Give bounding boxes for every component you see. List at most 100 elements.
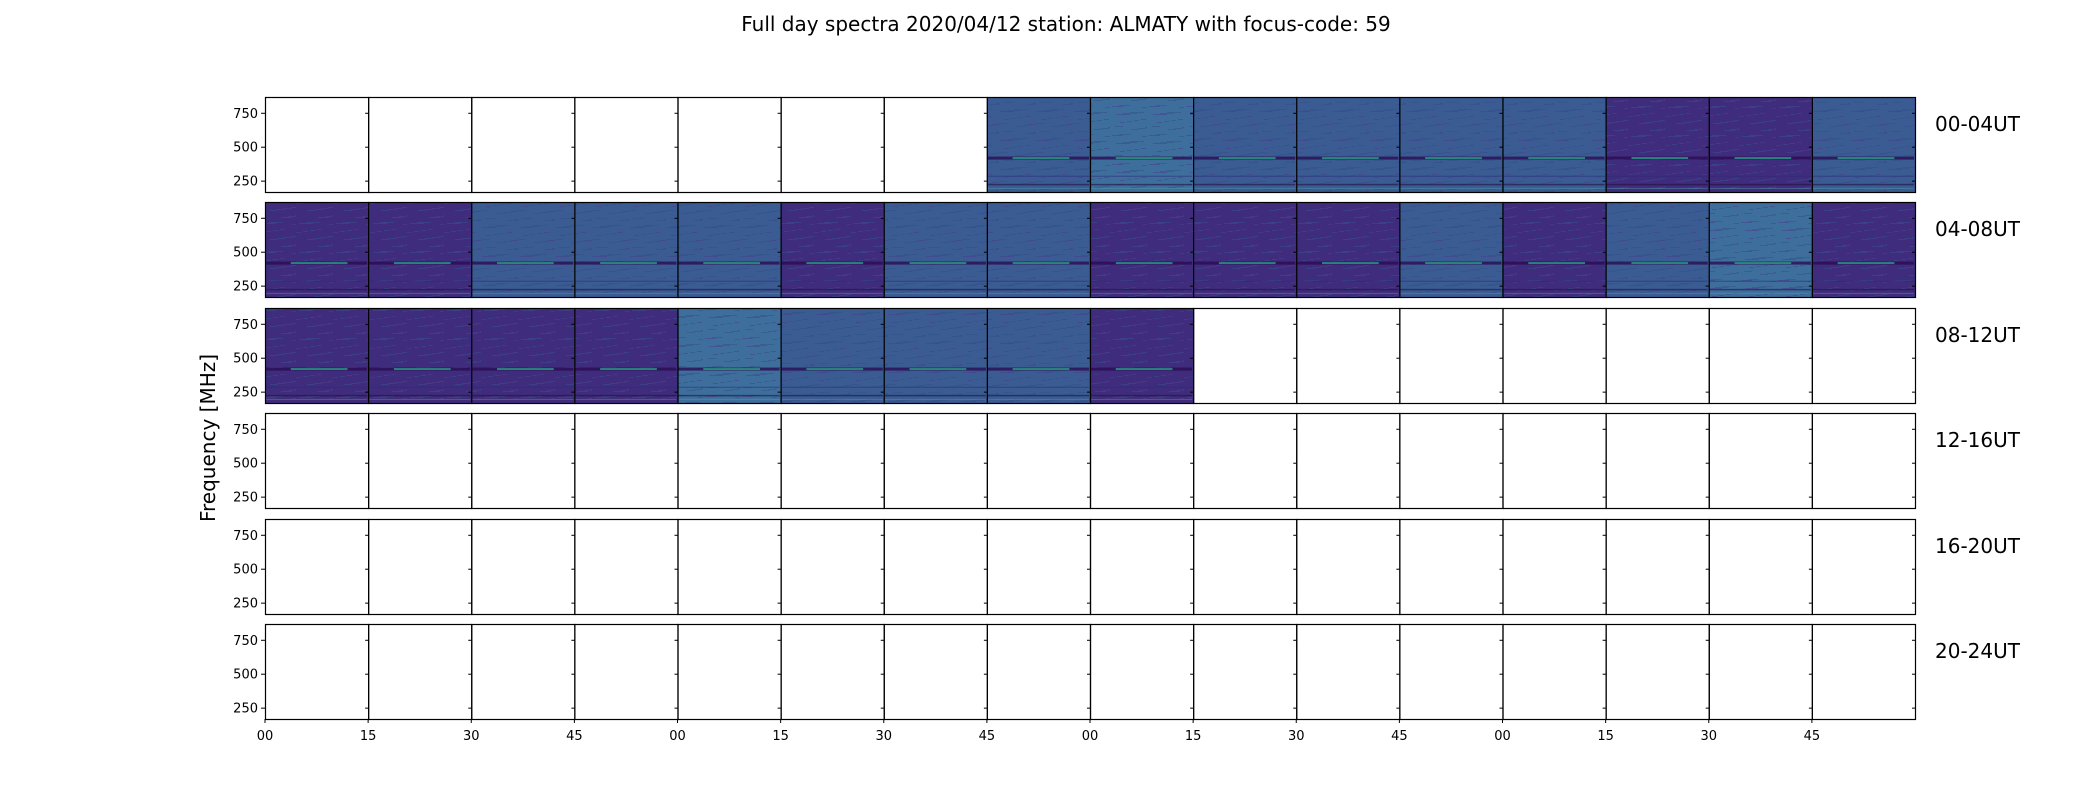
x-tick-label: 15 [1597,729,1614,744]
panel-frame [1502,412,1607,510]
spectrum-line [393,368,451,371]
y-tick-label: 500 [233,668,258,683]
spectrum-line [1503,288,1605,291]
row-label: 12-16UT [1935,428,2021,452]
chart-title: Full day spectra 2020/04/12 station: ALM… [741,12,1391,36]
spectrum-line [1400,292,1502,294]
panel-frame [574,96,679,194]
panel-frame [368,96,473,194]
spectrum-line [1734,157,1792,160]
panel-frame [1811,412,1917,510]
spectrum-line [806,368,864,371]
spectrum-line [1606,280,1708,282]
panel-frame [1811,623,1917,721]
spectrum-line [1503,292,1605,294]
panel-frame [677,623,782,721]
y-tick-label: 750 [233,212,258,227]
spectrum-fill [1399,202,1503,297]
spectrum-line [1709,183,1811,186]
x-tick-label: 30 [1700,729,1717,744]
y-tick-label: 250 [233,597,258,612]
x-tick-label: 45 [1391,729,1408,744]
spectrum-line [266,292,368,294]
spectrum-line [1734,262,1792,265]
spectrum-line [1709,288,1811,291]
spectrum-line [1012,157,1070,160]
spectrum-line [909,368,967,371]
spectrum-line [1194,280,1296,282]
spectrum-line [1709,292,1811,294]
spectrum-line [1631,262,1689,265]
panel-frame [1502,307,1607,405]
panel-frame [677,518,782,616]
spectrum-line [369,292,471,294]
spectrum-line [1012,262,1070,265]
spectrum-line [1322,262,1379,265]
panel-frame [1193,623,1298,721]
spectrum-fill [883,202,987,297]
spectrum-line [987,187,1089,189]
spectrum-line [472,280,574,282]
spectrum-fill [677,308,781,403]
row-label: 20-24UT [1935,639,2021,663]
spectrum-line [884,398,986,400]
spectrum-line [266,288,368,291]
y-tick-label: 500 [233,352,258,367]
spectrum-line [1091,386,1193,388]
spectrum-line [1606,292,1708,294]
spectrum-line [290,368,348,371]
spectrum-line [1091,175,1193,177]
spectrum-line [1322,157,1379,160]
spectrum-fill [1708,97,1812,192]
spectrum-fill [1296,97,1400,192]
spectrum-line [1812,288,1914,291]
spectrum-line [1425,262,1482,265]
spectrum-line [1297,175,1399,177]
panel-frame [1399,412,1504,510]
panel-frame [1399,307,1504,405]
spectrum-fill [471,202,575,297]
y-tick-label: 750 [233,529,258,544]
spectrum-line [1812,175,1914,177]
panel-frame [1605,307,1710,405]
x-tick-label: 00 [257,729,274,744]
spectrum-line [575,394,677,397]
panel-frame [574,623,679,721]
spectrum-line [703,262,760,265]
panel-frame [1089,623,1195,721]
spectrum-fill [677,202,781,297]
panel-frame [368,518,473,616]
y-tick-label: 750 [233,634,258,649]
panel-frame [1502,623,1607,721]
spectrum-line [1297,280,1399,282]
y-tick-label: 500 [233,563,258,578]
spectrum-line [1837,262,1895,265]
panel-frame [1811,96,1917,194]
spectrum-line [1115,262,1173,265]
spectrum-fill [1193,97,1297,192]
panel-frame [1605,412,1710,510]
spectrum-line [1812,280,1914,282]
spectrum-line [1503,187,1605,189]
row-label: 16-20UT [1935,534,2021,558]
row-label: 04-08UT [1935,217,2021,241]
spectrum-line [369,280,471,282]
spectrum-line [1400,187,1502,189]
x-tick-label: 45 [566,729,583,744]
spectrum-line [369,394,471,397]
spectrum-line [1297,292,1399,294]
x-tick-label: 45 [979,729,996,744]
panel-frame [471,623,576,721]
spectrum-line [1606,175,1708,177]
spectrum-line [1812,187,1914,189]
spectrum-fill [574,308,678,403]
x-tick-label: 00 [1494,729,1511,744]
panel-row: 250 500 750 [233,307,1917,405]
spectrum-fill [1605,202,1709,297]
spectrum-line [472,292,574,294]
panel-frame [883,96,988,194]
spectrum-fill [1502,97,1606,192]
spectrum-fill [368,308,472,403]
spectrum-line [781,292,883,294]
